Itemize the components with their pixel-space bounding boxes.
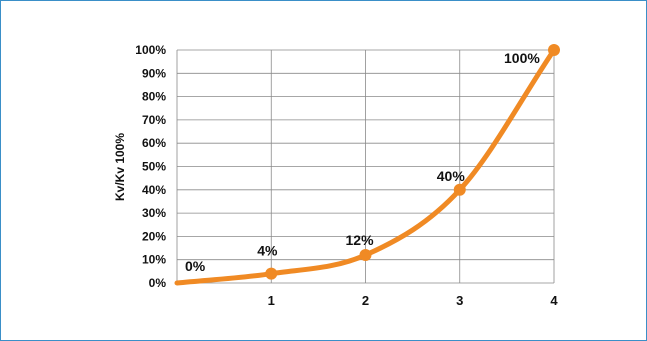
y-tick-label: 50% — [142, 160, 166, 174]
y-tick-label: 20% — [142, 229, 166, 243]
data-label: 4% — [257, 243, 278, 259]
x-tick-label: 3 — [456, 293, 463, 308]
x-tick-label: 1 — [268, 293, 275, 308]
data-point — [265, 267, 278, 280]
data-point — [548, 44, 560, 56]
y-tick-label: 60% — [142, 136, 166, 150]
y-tick-label: 100% — [135, 43, 166, 57]
x-tick-label: 4 — [550, 293, 558, 308]
series-line — [174, 47, 557, 286]
data-label: 0% — [185, 258, 206, 274]
data-point — [359, 249, 372, 262]
y-tick-label: 30% — [142, 206, 166, 220]
x-tick-label: 2 — [362, 293, 369, 308]
y-tick-label: 80% — [142, 90, 166, 104]
y-tick-label: 10% — [142, 253, 166, 267]
data-point — [453, 183, 466, 196]
y-axis-label: Kv/Kv 100% — [113, 133, 127, 201]
grid — [176, 49, 555, 284]
data-label: 40% — [437, 168, 466, 184]
data-labels: 0% 4% 12% 40% 100% — [185, 50, 540, 274]
x-tick-labels: 1 2 3 4 — [268, 293, 559, 308]
y-tick-label: 40% — [142, 183, 166, 197]
data-label: 100% — [504, 50, 540, 66]
y-tick-label: 0% — [149, 276, 167, 290]
y-tick-labels: 0% 10% 20% 30% 40% 50% 60% 70% 80% 90% 100% — [135, 43, 166, 290]
data-points — [265, 44, 560, 280]
y-tick-label: 90% — [142, 66, 166, 80]
y-tick-label: 70% — [142, 113, 166, 127]
data-label: 12% — [346, 232, 375, 248]
